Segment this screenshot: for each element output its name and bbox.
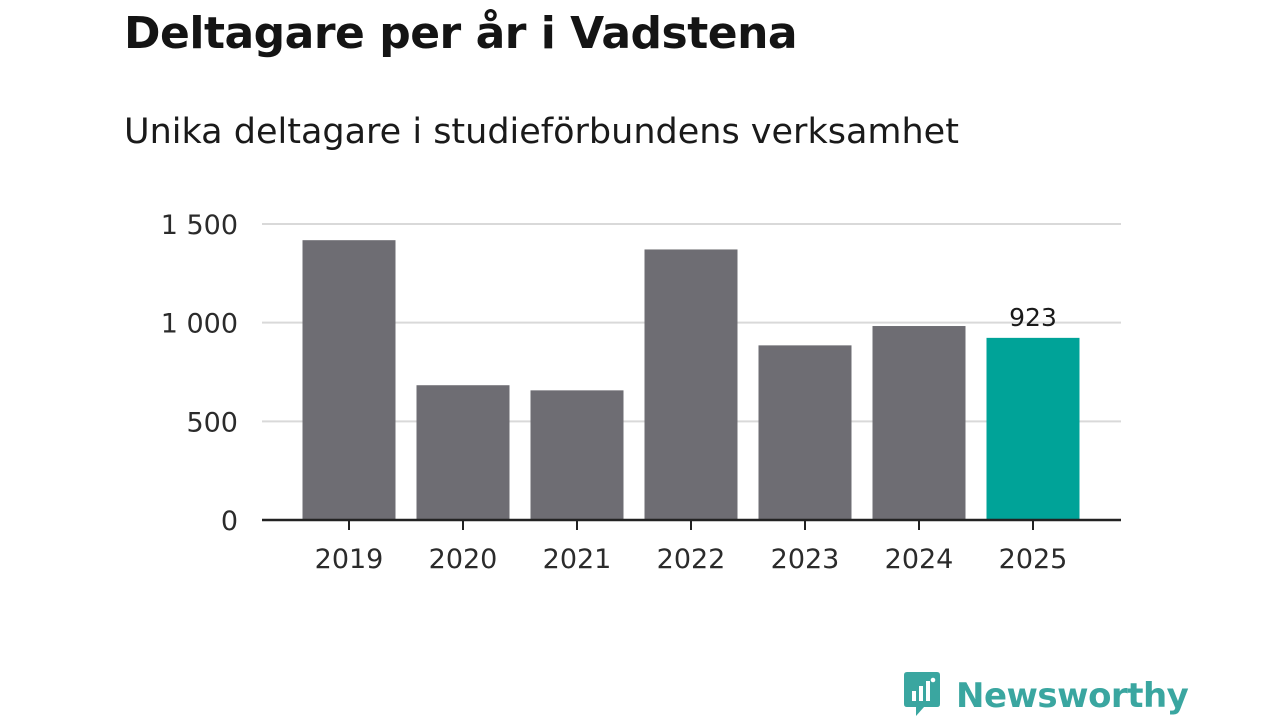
bar: [644, 249, 738, 520]
data-label: 923: [1009, 303, 1057, 332]
x-tick-label: 2019: [315, 544, 384, 575]
bar: [302, 240, 396, 520]
chart-title: Deltagare per år i Vadstena: [124, 8, 798, 59]
bar: [530, 390, 624, 520]
bar: [872, 326, 966, 520]
labels: 0 500 1 000 1 500 2019 2020 2021 2022 2023 2024 20…: [161, 210, 1068, 575]
brand-name: Newsworthy: [956, 676, 1189, 716]
x-tick-label: 2023: [771, 544, 840, 575]
bar-chart: 0 500 1 000 1 500 2019 2020 2021 2022 2023 2024 20…: [161, 210, 1121, 575]
brand-logo: Newsworthy: [902, 671, 1189, 721]
y-tick-label: 500: [186, 407, 238, 438]
axes: [262, 518, 1121, 530]
x-tick-label: 2022: [657, 544, 726, 575]
newsworthy-logo-icon: [902, 671, 942, 721]
bar-highlight: [986, 337, 1080, 520]
x-tick-label: 2024: [885, 544, 954, 575]
chart-subtitle: Unika deltagare i studieförbundens verks…: [124, 112, 959, 152]
bar: [416, 385, 510, 520]
x-tick-label: 2020: [429, 544, 498, 575]
y-tick-label: 1 000: [161, 309, 238, 340]
bars: [302, 240, 1080, 520]
y-tick-label: 0: [221, 506, 238, 537]
bar: [758, 345, 852, 520]
x-tick-label: 2025: [999, 544, 1068, 575]
y-tick-label: 1 500: [161, 210, 238, 241]
x-tick-label: 2021: [543, 544, 612, 575]
